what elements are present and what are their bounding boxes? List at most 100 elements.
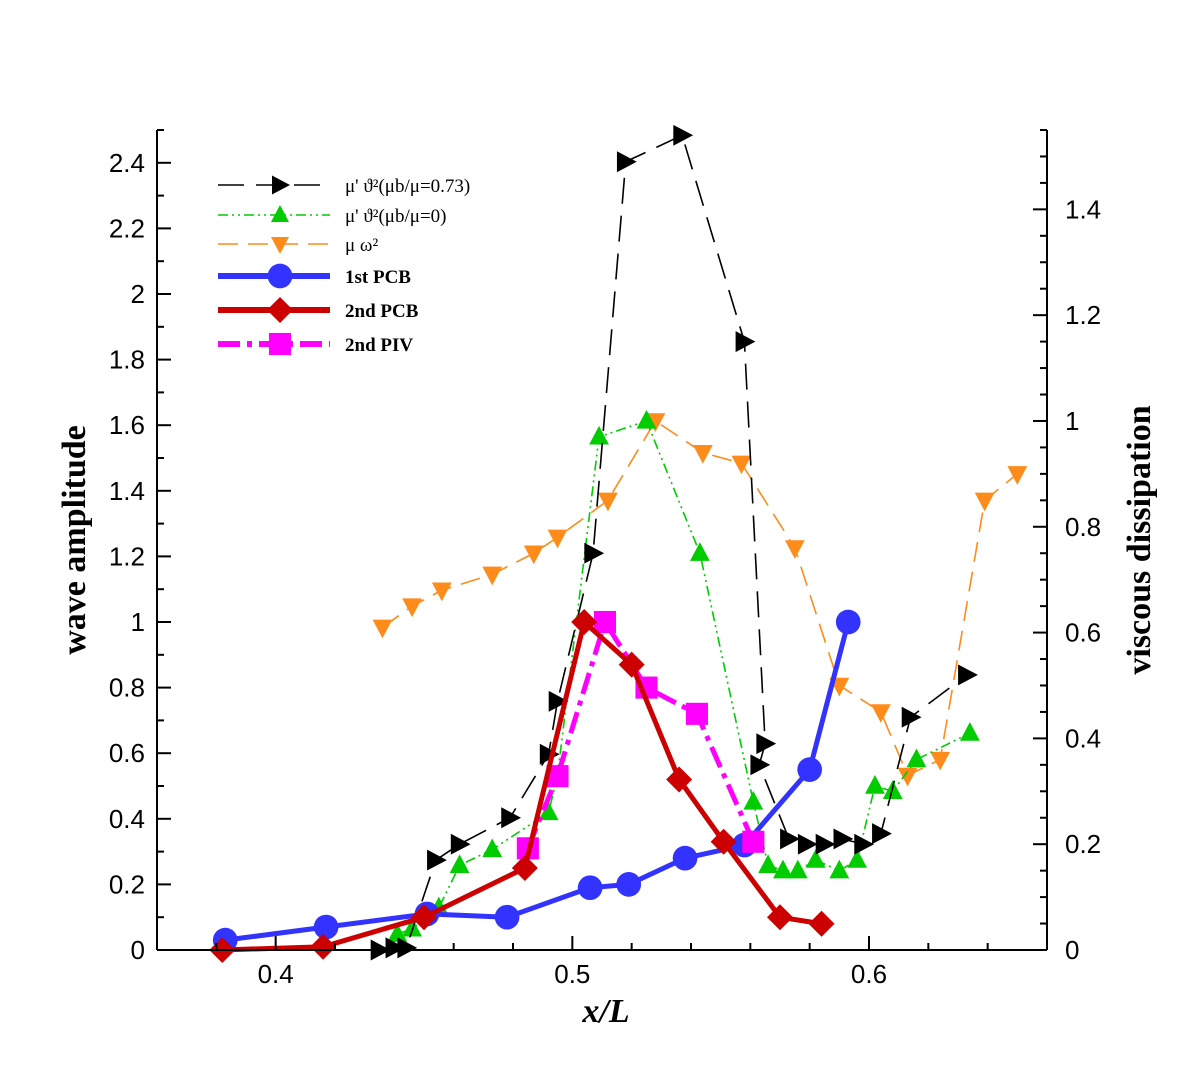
data-point (673, 124, 694, 146)
data-point (523, 545, 544, 565)
left-tick-label: 1 (131, 607, 145, 637)
legend-marker (272, 175, 290, 195)
data-point (930, 751, 951, 771)
data-point (692, 445, 713, 464)
series-line-5 (525, 619, 756, 850)
data-point (901, 706, 922, 728)
data-point (743, 790, 764, 810)
data-point (618, 651, 645, 678)
data-point (872, 823, 892, 845)
left-tick-label: 1.2 (109, 541, 145, 571)
data-point (589, 425, 609, 445)
left-tick-label: 0.2 (109, 869, 145, 899)
series-4 (209, 609, 835, 963)
left-tick-label: 2.2 (109, 213, 145, 243)
legend-label: μ ω² (345, 235, 378, 256)
data-point (974, 492, 995, 512)
data-point (411, 904, 437, 931)
data-point (501, 807, 522, 829)
data-point (805, 849, 826, 868)
right-tick-label: 0.4 (1065, 723, 1101, 753)
left-tick-label: 1.6 (109, 410, 145, 440)
data-point (449, 854, 470, 874)
data-point (494, 904, 520, 930)
data-point (538, 801, 559, 821)
data-point (546, 765, 569, 788)
right-axis-title: viscous dissipation (1121, 405, 1158, 674)
legend-marker (267, 297, 293, 323)
left-axis-title: wave amplitude (56, 425, 93, 655)
data-point (847, 849, 868, 868)
data-point (372, 619, 393, 639)
data-point (829, 859, 850, 879)
data-point (584, 542, 605, 564)
left-tick-label: 1.4 (109, 476, 145, 506)
x-tick-label: 0.6 (851, 959, 887, 989)
series-layer (209, 124, 1028, 963)
legend-marker (271, 205, 289, 222)
data-point (313, 914, 339, 940)
data-point (450, 833, 471, 855)
legend-label: 1st PCB (345, 267, 411, 288)
data-point (959, 722, 980, 741)
data-point (767, 904, 793, 931)
data-point (758, 854, 779, 874)
series-1 (387, 409, 980, 942)
legend-label: μ' ϑ²(μb/μ=0.73) (345, 176, 470, 197)
data-point (482, 566, 503, 586)
legend-marker (267, 263, 293, 289)
data-point (636, 409, 657, 429)
legend-entry-0: μ' ϑ²(μb/μ=0.73) (218, 175, 470, 197)
right-tick-label: 1.4 (1065, 194, 1101, 224)
data-point (593, 610, 617, 634)
data-point (385, 937, 406, 959)
data-point (735, 331, 756, 353)
data-point (958, 664, 978, 686)
data-point (808, 910, 835, 937)
legend-entry-3: 1st PCB (218, 263, 411, 289)
data-point (833, 828, 854, 850)
data-point (666, 766, 693, 793)
data-point (742, 830, 765, 853)
data-point (784, 540, 805, 559)
right-tick-label: 0 (1065, 935, 1079, 965)
data-point (431, 582, 452, 602)
legend-marker (268, 332, 292, 356)
data-point (797, 833, 818, 855)
series-0 (370, 124, 978, 961)
x-tick-label: 0.4 (258, 959, 294, 989)
series-5 (516, 610, 765, 860)
x-tick-label: 0.5 (554, 959, 590, 989)
data-point (387, 923, 408, 942)
series-line-4 (222, 619, 822, 953)
right-tick-label: 1 (1065, 406, 1079, 436)
data-point (906, 748, 927, 768)
data-point (870, 704, 891, 723)
left-tick-label: 2.4 (109, 148, 145, 178)
legend-label: μ' ϑ²(μb/μ=0) (345, 206, 447, 227)
legend-entry-1: μ' ϑ²(μb/μ=0) (218, 205, 447, 227)
data-point (756, 733, 777, 755)
series-line-0 (379, 134, 968, 951)
left-tick-label: 2 (131, 279, 145, 309)
right-tick-label: 0.2 (1065, 829, 1101, 859)
data-point (685, 702, 708, 725)
data-point (397, 937, 418, 959)
legend-label: 2nd PIV (345, 335, 413, 356)
data-point (402, 598, 423, 618)
data-point (897, 767, 918, 787)
data-point (482, 838, 503, 858)
axes-layer: 0.4 0.5 0.6 0 0.2 0.4 0.6 0.8 1 1.2 1.4 1.6 1.8 2 2.2 2… (109, 129, 1101, 989)
data-point (854, 833, 875, 855)
data-point (577, 875, 603, 901)
data-point (598, 492, 618, 512)
x-axis-title: x/L (581, 993, 629, 1030)
data-point (710, 828, 737, 855)
data-point (511, 855, 538, 881)
data-point (1007, 466, 1028, 485)
data-point (672, 845, 698, 871)
legend: μ' ϑ²(μb/μ=0.73) μ' ϑ²(μb/μ=0) μ ω² 1st PCB… (218, 175, 470, 356)
data-point (427, 849, 447, 871)
left-tick-label: 0 (131, 935, 145, 965)
data-point (310, 933, 337, 960)
